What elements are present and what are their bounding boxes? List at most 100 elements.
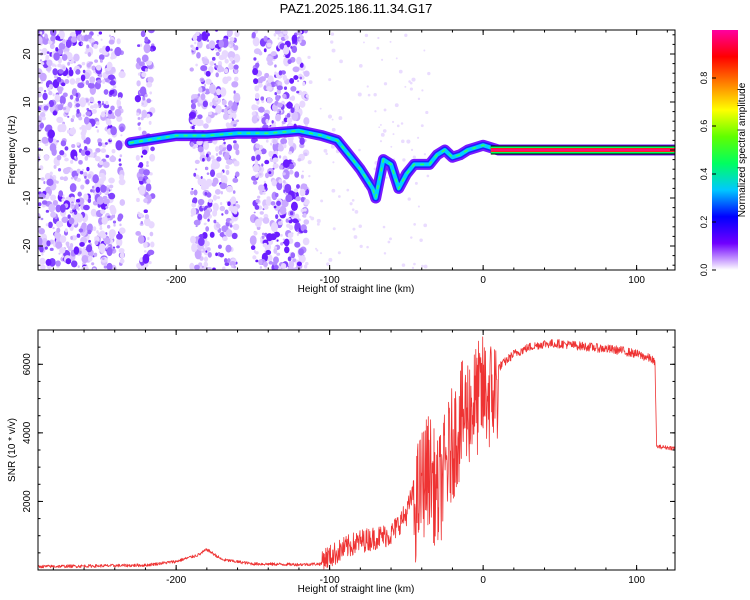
spectrogram-speckle: [95, 186, 101, 193]
spectrogram-speckle: [78, 116, 83, 121]
spectrogram-speckle: [295, 196, 301, 202]
spectrogram-speckle: [286, 101, 293, 109]
spectrogram-speckle: [194, 248, 202, 260]
spectrogram-speckle: [92, 174, 99, 184]
spectrogram-speckle: [90, 208, 97, 217]
spectrogram-speckle: [293, 75, 299, 80]
spectrogram-speckle: [70, 36, 78, 43]
spectrogram-speckle: [305, 94, 310, 98]
spectrogram-speckle: [87, 51, 92, 57]
spectrogram-speckle: [43, 105, 49, 111]
spectrogram-speckle: [291, 45, 298, 54]
spectrogram-speckle: [400, 122, 404, 125]
spectrogram-speckle: [270, 51, 277, 57]
spectrogram-speckle: [102, 195, 108, 200]
spectrogram-speckle: [421, 264, 424, 268]
spectrogram-speckle: [282, 159, 290, 168]
spectrogram-speckle: [205, 226, 210, 232]
spectrogram-speckle: [109, 138, 112, 141]
spectrogram-speckle: [274, 83, 278, 86]
spectrogram-speckle: [287, 59, 292, 65]
spectrogram-speckle: [260, 96, 265, 101]
spectrogram-speckle: [277, 145, 284, 152]
spectrogram-speckle: [296, 232, 299, 236]
spectrogram-speckle: [56, 116, 64, 124]
spectrogram-speckle: [103, 237, 111, 245]
spectrogram-speckle: [140, 221, 144, 225]
spectrogram-speckle: [74, 100, 77, 104]
spectrogram-speckle: [189, 262, 195, 270]
spectrogram-speckle: [214, 47, 218, 52]
spectrogram-speckle: [349, 202, 353, 206]
spectrogram-speckle: [148, 120, 152, 125]
spectrogram-speckle: [194, 168, 198, 171]
spectrogram-speckle: [288, 163, 295, 170]
spectrogram-speckle: [83, 193, 89, 201]
spectrogram-speckle: [282, 169, 290, 180]
spectrogram-speckle: [223, 141, 226, 145]
spectrogram-speckle: [77, 265, 80, 269]
spectrogram-speckle: [299, 137, 305, 145]
spectrogram-speckle: [212, 267, 216, 270]
spectrogram-speckle: [202, 180, 210, 188]
spectrogram-speckle: [215, 152, 219, 157]
spectrogram-speckle: [76, 142, 80, 146]
spectrogram-speckle: [273, 264, 279, 270]
spectrogram-speckle: [92, 226, 97, 232]
spectrogram-speckle: [69, 243, 74, 248]
spectrogram-speckle: [191, 125, 195, 130]
spectrogram-speckle: [331, 118, 334, 121]
spectrogram-speckle: [290, 201, 298, 212]
spectrogram-speckle: [62, 39, 66, 44]
spectrogram-speckle: [194, 159, 200, 164]
spectrogram-speckle: [137, 117, 141, 120]
spectrogram-speckle: [283, 54, 286, 58]
spectrogram-speckle: [91, 65, 96, 71]
spectrogram-speckle: [251, 175, 257, 181]
x-tick-label: -100: [320, 275, 340, 286]
spectrogram-speckle: [102, 79, 106, 84]
spectrogram-speckle: [79, 170, 84, 175]
spectrogram-speckle: [232, 112, 237, 119]
spectrogram-speckle: [219, 87, 227, 97]
spectrogram-speckle: [200, 65, 208, 72]
spectrogram-speckle: [316, 222, 320, 226]
spectrogram-speckle: [71, 143, 76, 148]
spectrogram-speckle: [332, 227, 336, 231]
spectrogram-speckle: [107, 215, 111, 219]
spectrogram-speckle: [208, 111, 213, 115]
x-tick-label: -200: [166, 575, 186, 586]
spectrogram-speckle: [203, 256, 209, 262]
spectrogram-speckle: [254, 138, 258, 142]
spectrogram-speckle: [273, 33, 277, 37]
spectrogram-speckle: [197, 237, 205, 246]
spectrogram-speckle: [119, 199, 126, 206]
spectrogram-speckle: [59, 123, 67, 133]
spectrogram-speckle: [63, 176, 69, 181]
spectrogram-speckle: [216, 88, 221, 96]
spectrogram-speckle: [87, 101, 91, 106]
spectrogram-speckle: [101, 102, 105, 106]
spectrogram-speckle: [70, 149, 78, 160]
spectrogram-speckle: [196, 52, 201, 59]
spectrogram-speckle: [80, 42, 83, 46]
spectrogram-speckle: [251, 155, 256, 162]
spectrogram-speckle: [97, 232, 102, 237]
spectrogram-speckle: [205, 78, 212, 85]
spectrogram-speckle: [218, 39, 225, 48]
spectrogram-speckle: [379, 140, 383, 143]
spectrogram-speckle: [259, 237, 263, 240]
spectrogram-speckle: [145, 164, 149, 168]
spectrogram-speckle: [97, 141, 103, 147]
spectrogram-speckle: [89, 76, 96, 84]
spectrogram-speckle: [252, 180, 258, 185]
spectrogram-speckle: [100, 184, 107, 193]
spectrogram-speckle: [103, 103, 110, 109]
spectrogram-speckle: [214, 189, 221, 195]
spectrogram-speckle: [423, 223, 428, 228]
spectrogram-speckle: [224, 68, 229, 74]
spectrogram-speckle: [254, 160, 259, 166]
spectrogram-speckle: [331, 48, 336, 53]
spectrogram-speckle: [55, 204, 62, 213]
spectrogram-speckle: [278, 70, 283, 76]
